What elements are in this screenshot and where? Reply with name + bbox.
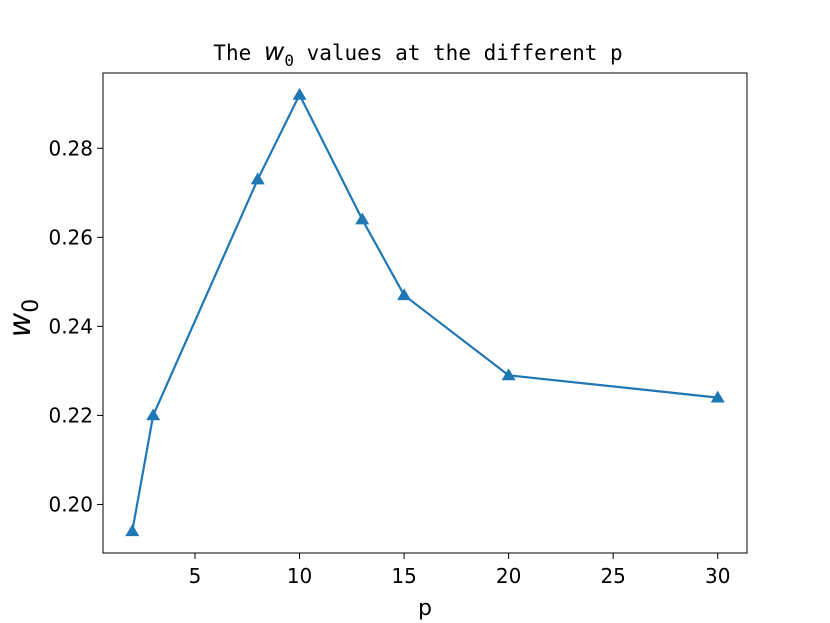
- data-marker: [397, 288, 412, 301]
- y-tick-label: 0.24: [48, 314, 93, 338]
- title-symbol: w: [264, 37, 285, 66]
- chart-title: The w0 values at the different p: [213, 37, 622, 70]
- y-tick-label: 0.26: [48, 225, 93, 249]
- data-marker: [125, 524, 140, 537]
- y-label-symbol: w: [3, 312, 38, 337]
- y-label-subscript: 0: [19, 299, 44, 313]
- title-subscript: 0: [284, 51, 294, 70]
- x-tick-label: 10: [287, 564, 312, 588]
- x-tick-label: 30: [705, 564, 730, 588]
- data-marker: [501, 368, 516, 381]
- x-tick-label: 5: [189, 564, 202, 588]
- x-axis-label: p: [418, 596, 432, 621]
- y-tick-label: 0.28: [48, 136, 93, 160]
- x-tick-label: 15: [391, 564, 416, 588]
- x-tick-label: 20: [496, 564, 521, 588]
- title-suffix: values at the different p: [294, 41, 623, 65]
- data-marker: [146, 408, 161, 421]
- y-tick-label: 0.22: [48, 403, 93, 427]
- data-marker: [710, 390, 725, 403]
- y-tick-label: 0.20: [48, 492, 93, 516]
- data-marker: [292, 87, 307, 100]
- data-marker: [250, 172, 265, 185]
- y-axis-label: w0: [3, 299, 44, 338]
- data-marker: [355, 212, 370, 225]
- x-tick-label: 25: [600, 564, 625, 588]
- title-prefix: The: [213, 41, 264, 65]
- plot-frame: [102, 72, 748, 554]
- data-line: [131, 92, 718, 532]
